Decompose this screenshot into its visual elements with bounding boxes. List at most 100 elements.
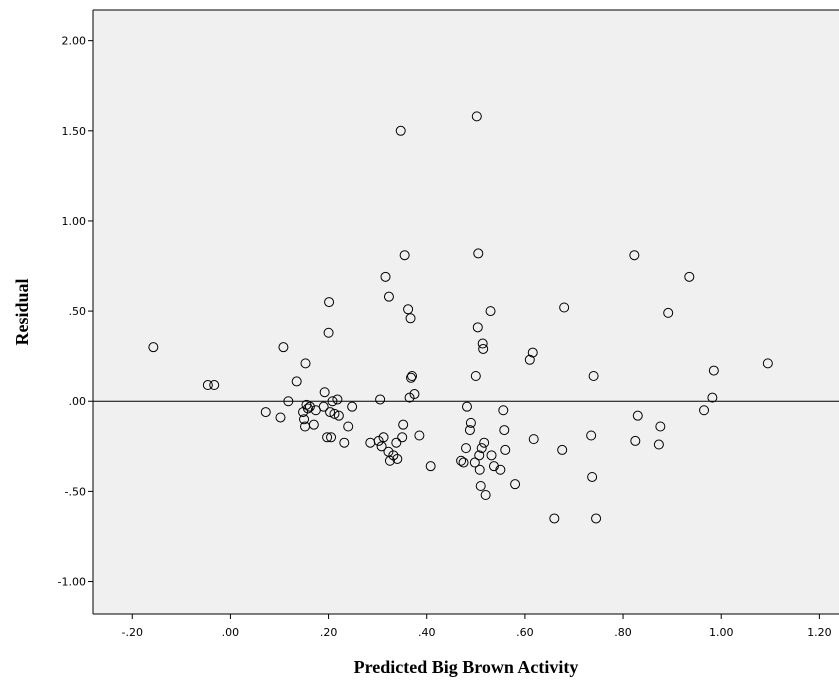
data-point xyxy=(480,490,491,501)
data-point xyxy=(549,513,560,524)
data-point xyxy=(528,434,539,445)
data-point xyxy=(318,401,329,412)
data-point xyxy=(391,437,402,448)
data-point xyxy=(498,405,509,416)
data-point xyxy=(464,425,475,436)
data-point xyxy=(632,410,643,421)
data-point xyxy=(384,455,395,466)
data-point xyxy=(663,307,674,318)
data-point xyxy=(478,343,489,354)
data-point xyxy=(302,403,313,414)
data-point xyxy=(319,387,330,398)
data-point xyxy=(527,347,538,358)
data-point xyxy=(322,432,333,443)
data-point xyxy=(300,358,311,369)
data-point xyxy=(653,439,664,450)
data-point xyxy=(383,291,394,302)
data-point xyxy=(587,471,598,482)
data-point xyxy=(475,480,486,491)
x-tick-label: .00 xyxy=(222,626,240,639)
data-point xyxy=(699,405,710,416)
data-point xyxy=(260,407,271,418)
data-point xyxy=(202,380,213,391)
data-point xyxy=(470,371,481,382)
y-tick-label: 1.50 xyxy=(62,125,87,138)
data-point xyxy=(485,306,496,317)
x-tick-label: -.20 xyxy=(122,626,143,639)
data-point xyxy=(458,457,469,468)
data-point xyxy=(323,327,334,338)
data-point xyxy=(403,304,414,315)
y-axis-ticks: -1.00 -.50 .00 .50 1.00 1.50 2.00 xyxy=(58,35,93,589)
data-point xyxy=(707,392,718,403)
x-axis-ticks: -.20 .00 .20 .40 .60 .80 1.00 1.20 xyxy=(122,614,832,639)
data-point xyxy=(399,250,410,261)
data-point xyxy=(708,365,719,376)
data-point xyxy=(398,419,409,430)
data-point xyxy=(397,432,408,443)
data-point xyxy=(407,371,418,382)
data-point xyxy=(524,354,535,365)
y-tick-label: .50 xyxy=(69,305,87,318)
data-point xyxy=(329,408,340,419)
y-tick-label: -1.00 xyxy=(58,576,86,589)
data-point xyxy=(278,342,289,353)
y-tick-label: 1.00 xyxy=(62,215,87,228)
data-point xyxy=(283,396,294,407)
data-point xyxy=(209,380,220,391)
data-point xyxy=(456,455,467,466)
data-point xyxy=(499,425,510,436)
data-point xyxy=(479,437,490,448)
y-tick-label: .00 xyxy=(69,395,87,408)
data-point xyxy=(472,322,483,333)
data-point xyxy=(406,372,417,383)
data-point xyxy=(388,450,399,461)
data-point xyxy=(510,479,521,490)
data-point xyxy=(299,414,310,425)
data-point xyxy=(655,421,666,432)
x-tick-label: .20 xyxy=(320,626,338,639)
data-point xyxy=(291,376,302,387)
data-point xyxy=(325,407,336,418)
y-tick-label: 2.00 xyxy=(62,35,87,48)
x-tick-label: 1.00 xyxy=(709,626,734,639)
data-point xyxy=(308,419,319,430)
x-tick-label: .60 xyxy=(516,626,534,639)
data-point xyxy=(559,302,570,313)
data-point xyxy=(378,432,389,443)
y-axis-title: Residual xyxy=(12,278,32,345)
x-axis-title: Predicted Big Brown Activity xyxy=(354,657,579,677)
data-point xyxy=(474,450,485,461)
data-point xyxy=(473,248,484,259)
plot-area xyxy=(93,10,839,614)
data-point xyxy=(586,430,597,441)
data-points xyxy=(148,111,773,524)
data-point xyxy=(392,453,403,464)
data-point xyxy=(425,461,436,472)
data-point xyxy=(591,513,602,524)
data-point xyxy=(409,389,420,400)
data-point xyxy=(380,271,391,282)
data-point xyxy=(332,394,343,405)
data-point xyxy=(474,464,485,475)
data-point xyxy=(414,430,425,441)
data-point xyxy=(275,412,286,423)
data-point xyxy=(148,342,159,353)
data-point xyxy=(405,313,416,324)
data-point xyxy=(324,297,335,308)
data-point xyxy=(327,396,338,407)
data-point xyxy=(375,394,386,405)
data-point xyxy=(465,417,476,428)
data-point xyxy=(495,464,506,475)
data-point xyxy=(557,444,568,455)
data-point xyxy=(629,250,640,261)
data-point xyxy=(488,461,499,472)
x-tick-label: 1.20 xyxy=(807,626,832,639)
data-point xyxy=(333,410,344,421)
data-point xyxy=(588,371,599,382)
data-point xyxy=(461,443,471,454)
data-point xyxy=(486,450,497,461)
data-point xyxy=(630,435,641,446)
data-point xyxy=(339,437,350,448)
